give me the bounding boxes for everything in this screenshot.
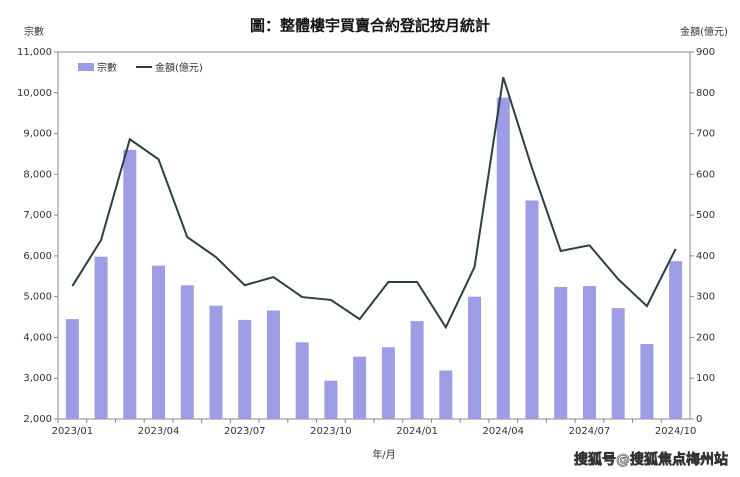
y-tick-label: 9,000 — [23, 129, 52, 140]
bar — [123, 149, 137, 419]
x-tick-label: 2024/01 — [396, 426, 438, 437]
y2-tick-label: 200 — [696, 332, 715, 343]
y2-tick-label: 600 — [696, 169, 715, 180]
bar — [353, 356, 367, 419]
y2-tick-label: 100 — [696, 373, 715, 384]
bar — [238, 319, 252, 419]
bar — [669, 261, 683, 419]
bar — [152, 265, 166, 419]
x-tick-label: 2023/10 — [310, 426, 352, 437]
x-tick-label: 2023/04 — [138, 426, 180, 437]
bar — [381, 347, 395, 419]
legend-label: 宗數 — [97, 61, 117, 74]
legend-label: 金額(億元) — [155, 61, 203, 74]
bar — [640, 343, 654, 419]
bar — [611, 308, 625, 419]
bar — [65, 319, 79, 419]
y-axis-title: 宗數 — [24, 25, 44, 38]
x-tick-label: 2024/04 — [482, 426, 524, 437]
legend-swatch — [78, 63, 94, 71]
y2-tick-label: 500 — [696, 210, 715, 221]
y-tick-label: 2,000 — [23, 414, 52, 425]
watermark: 搜狐号@搜狐焦点梅州站 — [574, 451, 728, 468]
y-tick-label: 8,000 — [23, 169, 52, 180]
y-tick-label: 6,000 — [23, 251, 52, 262]
bar — [209, 305, 223, 419]
y2-tick-label: 700 — [696, 129, 715, 140]
bar — [468, 296, 482, 419]
y2-tick-label: 800 — [696, 88, 715, 99]
bar — [180, 285, 194, 419]
y2-tick-label: 900 — [696, 47, 715, 58]
bar — [324, 380, 338, 419]
x-tick-label: 2024/07 — [569, 426, 611, 437]
y-tick-label: 7,000 — [23, 210, 52, 221]
bar — [410, 321, 424, 419]
y2-tick-label: 400 — [696, 251, 715, 262]
bar — [266, 310, 280, 419]
x-tick-label: 2023/07 — [224, 426, 266, 437]
y2-tick-label: 0 — [696, 414, 702, 425]
x-tick-label: 2023/01 — [52, 426, 94, 437]
y2-axis-title: 金額(億元) — [680, 25, 728, 38]
y-tick-label: 3,000 — [23, 373, 52, 384]
bar — [582, 286, 596, 419]
chart-title: 圖：整體樓宇買賣合約登記按月統計 — [250, 17, 490, 35]
y2-tick-label: 300 — [696, 292, 715, 303]
bar — [94, 256, 108, 419]
y-tick-label: 5,000 — [23, 292, 52, 303]
bar — [554, 286, 568, 419]
x-axis-title: 年/月 — [372, 448, 395, 461]
y-tick-label: 4,000 — [23, 332, 52, 343]
line — [71, 76, 677, 330]
bar — [295, 342, 309, 419]
y-tick-label: 11,000 — [17, 47, 52, 58]
x-tick-label: 2024/10 — [655, 426, 697, 437]
y-tick-label: 10,000 — [17, 88, 52, 99]
bar — [496, 97, 510, 419]
bar — [439, 370, 453, 419]
bar — [525, 200, 539, 419]
